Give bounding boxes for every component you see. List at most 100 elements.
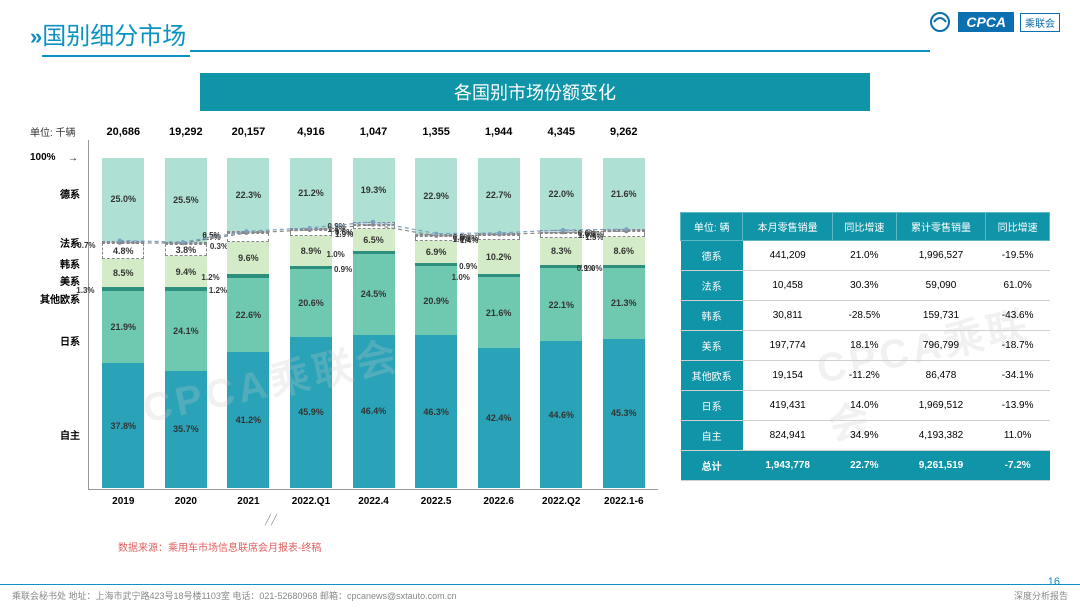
axis-unit: 单位: 千辆	[30, 124, 76, 139]
chart-area: 100% → 德系法系韩系美系其他欧系日系自主 20,68637.8%21.9%…	[30, 140, 660, 520]
bar-segment: 37.8%	[102, 363, 144, 488]
table-row: 其他欧系19,154-11.2%86,478-34.1%	[681, 361, 1050, 391]
footer-left: 乘联会秘书处 地址：上海市武宁路423号18号楼1103室 电话：021-526…	[12, 589, 457, 602]
bar-total-label: 1,944	[485, 126, 513, 138]
title-underline	[190, 22, 930, 52]
logo-sub: 乘联会	[1020, 13, 1060, 32]
table-cell: 11.0%	[986, 421, 1050, 451]
bar-segment: 41.2%	[227, 352, 269, 488]
bar-segment: 9.4%	[165, 256, 207, 287]
table-cell: 159,731	[896, 301, 986, 331]
table-cell: 419,431	[743, 391, 833, 421]
bar-segment: 21.3%	[603, 268, 645, 338]
bar-total-label: 20,157	[232, 126, 266, 138]
y-category-label: 日系	[30, 333, 80, 348]
row-name: 美系	[681, 331, 743, 361]
bar-column: 1,94442.4%21.6%1.0%10.2%1.6%0.5%22.7%202…	[468, 140, 529, 489]
bar-column: 20,15741.2%22.6%1.2%9.6%2.7%0.5%22.3%202…	[218, 140, 279, 489]
bar-segment: 22.3%	[227, 158, 269, 231]
table-row: 日系419,43114.0%1,969,512-13.9%	[681, 391, 1050, 421]
y-category-label: 德系	[30, 186, 80, 201]
bar-segment: 0.6%	[603, 229, 645, 231]
bars-wrap: 20,68637.8%21.9%1.3%8.5%4.8%0.7%25.0%201…	[88, 140, 658, 490]
x-axis-label: 2022.Q1	[292, 496, 330, 507]
bar-total-label: 4,345	[547, 126, 575, 138]
bar-segment: 46.4%	[353, 335, 395, 488]
bar-segment: 10.2%	[478, 240, 520, 274]
bar-segment: 8.3%	[540, 238, 582, 265]
row-name: 日系	[681, 391, 743, 421]
chevrons-icon: »	[30, 24, 36, 50]
table-cell: 10,458	[743, 271, 833, 301]
bar-segment: 1.2%	[165, 287, 207, 291]
bar-segment: 1.2%	[227, 274, 269, 278]
table-cell: -28.5%	[833, 301, 897, 331]
y-category-label: 韩系	[30, 256, 80, 271]
bar-segment: 20.6%	[290, 269, 332, 337]
bar-total-label: 4,916	[297, 126, 325, 138]
bar-column: 4,91645.9%20.6%0.9%8.9%1.9%0.6%21.2%2022…	[281, 140, 342, 489]
bar-segment: 21.6%	[478, 277, 520, 348]
bar-segment: 21.2%	[290, 158, 332, 228]
header: » 国别细分市场	[0, 0, 1080, 63]
table-cell: 21.0%	[833, 241, 897, 271]
table-cell: 30,811	[743, 301, 833, 331]
bar-segment: 0.6%	[290, 228, 332, 230]
bar-segment: 22.6%	[227, 278, 269, 352]
y-category-label: 法系	[30, 235, 80, 250]
table-cell: 197,774	[743, 331, 833, 361]
table-cell: -18.7%	[986, 331, 1050, 361]
table-header-unit: 单位: 辆	[681, 213, 743, 241]
table-cell: 86,478	[896, 361, 986, 391]
table-cell: -13.9%	[986, 391, 1050, 421]
bar-segment: 6.5%	[353, 229, 395, 250]
bar-segment: 1.4%	[415, 236, 457, 241]
bar-segment: 25.5%	[165, 158, 207, 242]
table-cell: 59,090	[896, 271, 986, 301]
bar-segment: 0.9%	[603, 265, 645, 268]
bar-total-label: 19,292	[169, 126, 203, 138]
x-axis-label: 2022.6	[483, 496, 514, 507]
table-total-row: 总计1,943,77822.7%9,261,519-7.2%	[681, 451, 1050, 481]
axis-break-icon: ╱╱	[265, 515, 277, 526]
bar-segment: 19.3%	[353, 158, 395, 222]
bar-column: 19,29235.7%24.1%1.2%9.4%3.8%0.3%25.5%202…	[156, 140, 217, 489]
x-axis-label: 2021	[237, 496, 259, 507]
subtitle-bar: 各国别市场份额变化	[200, 73, 870, 111]
table-row: 法系10,45830.3%59,09061.0%	[681, 271, 1050, 301]
table-cell: 441,209	[743, 241, 833, 271]
bar-segment: 35.7%	[165, 371, 207, 488]
bar-segment: 0.5%	[478, 233, 520, 235]
bar-segment: 22.1%	[540, 268, 582, 341]
arrow-icon: →	[68, 153, 78, 164]
bar-column: 1,35546.3%20.9%0.9%6.9%1.4%0.7%22.9%2022…	[406, 140, 467, 489]
logo-cpca: CPCA	[958, 12, 1014, 32]
x-axis-label: 2022.4	[358, 496, 389, 507]
table-cell: 4,193,382	[896, 421, 986, 451]
bar-stack: 46.4%24.5%1.0%6.5%1.4%0.9%19.3%	[353, 158, 395, 488]
y-category-label: 自主	[30, 427, 80, 442]
bar-segment: 24.1%	[165, 291, 207, 370]
table-header: 累计零售销量	[896, 213, 986, 241]
bar-segment: 0.9%	[415, 263, 457, 266]
bar-segment: 25.0%	[102, 158, 144, 241]
table-cell: -11.2%	[833, 361, 897, 391]
x-axis-label: 2022.5	[421, 496, 452, 507]
table-cell: 1,969,512	[896, 391, 986, 421]
bar-total-label: 20,686	[106, 126, 140, 138]
bar-segment: 0.7%	[540, 230, 582, 232]
source-text: 数据来源：乘用车市场信息联席会月报表-终稿	[118, 539, 321, 554]
row-name: 德系	[681, 241, 743, 271]
bar-column: 20,68637.8%21.9%1.3%8.5%4.8%0.7%25.0%201…	[93, 140, 154, 489]
footer-right: 深度分析报告	[1014, 589, 1068, 602]
y-category-label: 美系	[30, 273, 80, 288]
bar-stack: 42.4%21.6%1.0%10.2%1.6%0.5%22.7%	[478, 158, 520, 488]
row-name: 其他欧系	[681, 361, 743, 391]
bar-segment: 0.7%	[415, 234, 457, 236]
table-cell: 19,154	[743, 361, 833, 391]
y-category-label: 其他欧系	[30, 291, 80, 306]
bar-segment: 6.9%	[415, 241, 457, 264]
bar-segment: 8.6%	[603, 237, 645, 265]
bar-segment: 1.0%	[353, 251, 395, 254]
bar-total-label: 1,047	[360, 126, 388, 138]
